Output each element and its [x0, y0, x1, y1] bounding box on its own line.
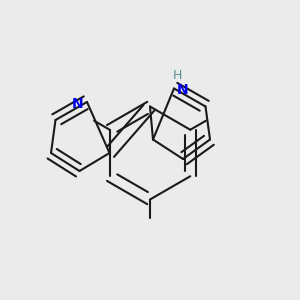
- Text: H: H: [172, 69, 182, 82]
- Text: N: N: [177, 83, 189, 97]
- Text: N: N: [72, 97, 84, 110]
